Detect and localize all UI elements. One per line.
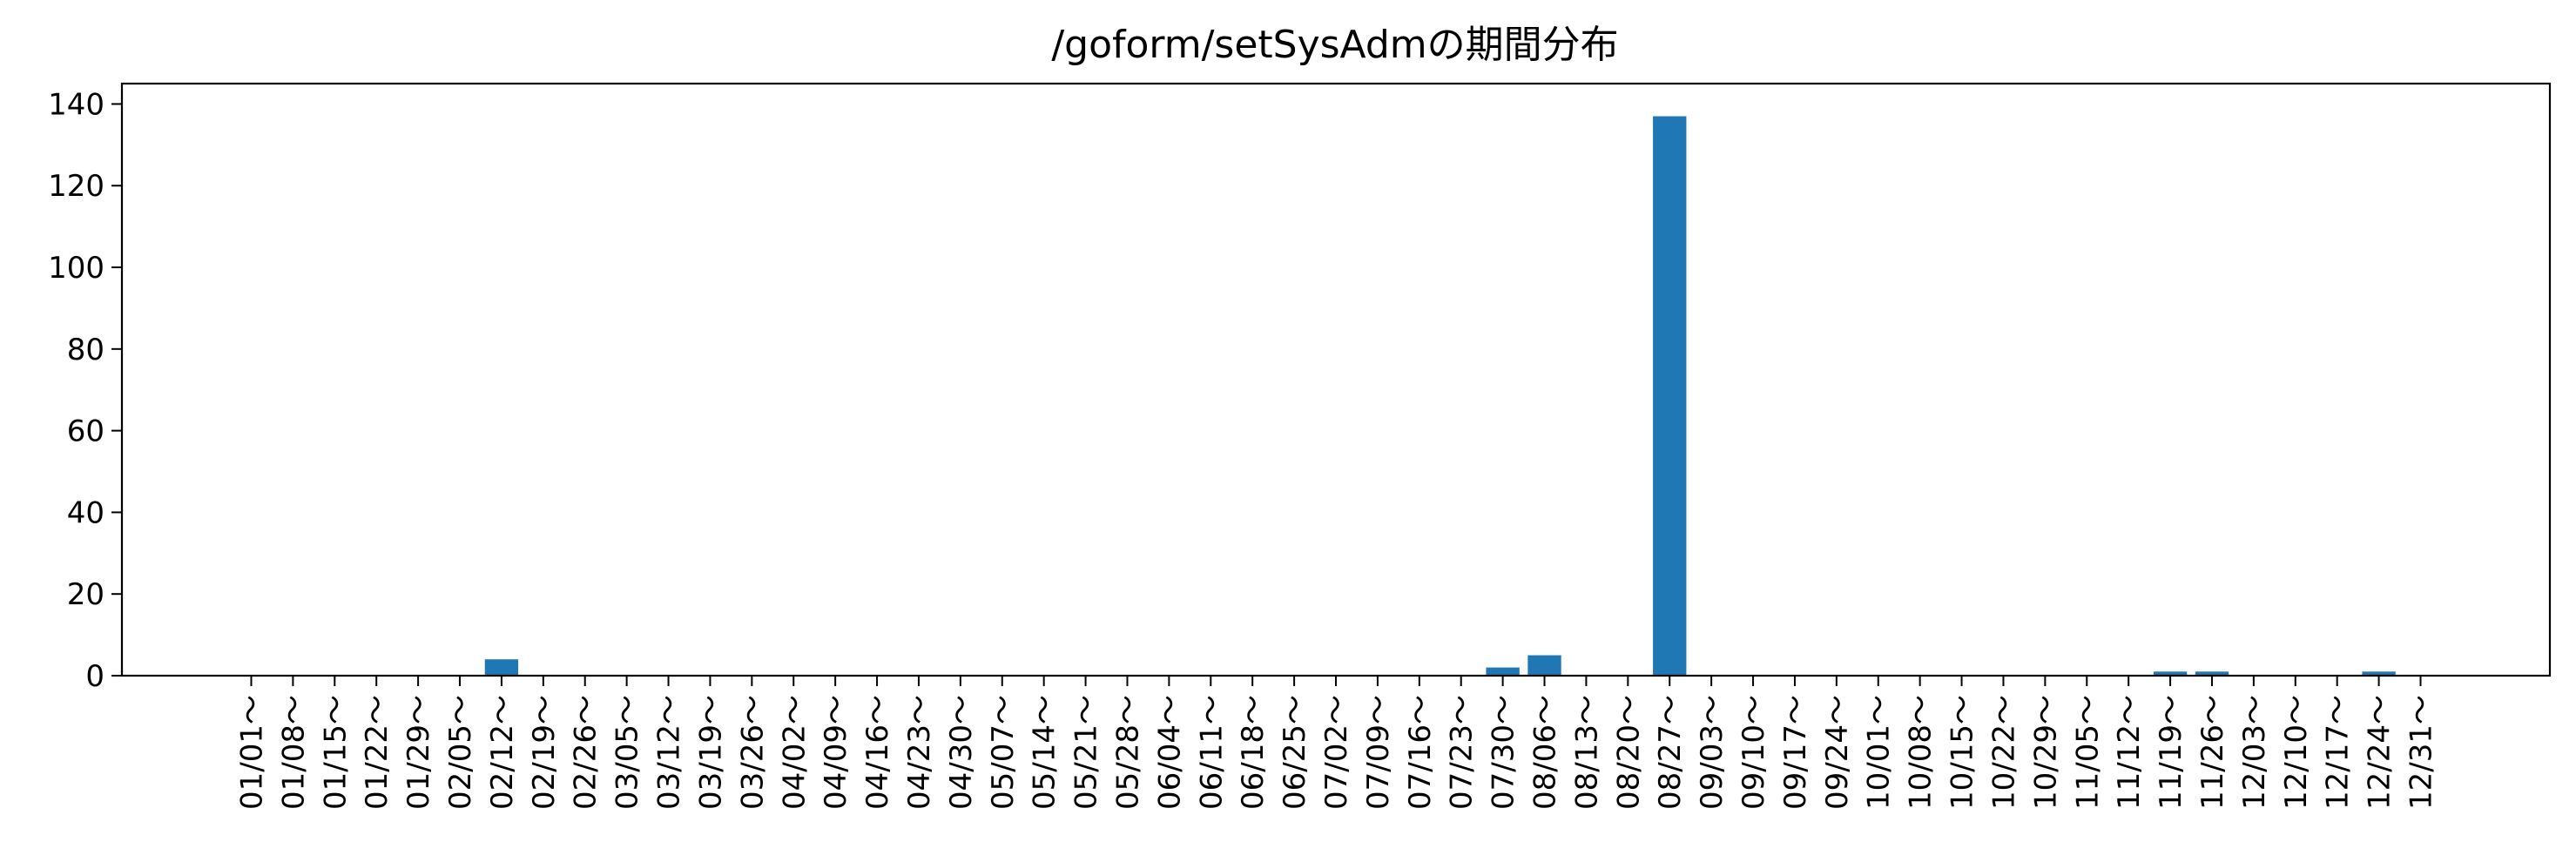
x-tick-label: 03/12～: [652, 695, 687, 810]
x-tick-label: 03/26～: [735, 695, 770, 810]
x-tick-label: 02/12～: [485, 695, 520, 810]
x-tick-label: 04/23～: [902, 695, 937, 810]
x-tick-label: 08/13～: [1569, 695, 1604, 810]
x-tick-label: 01/22～: [360, 695, 394, 810]
x-tick-label: 10/08～: [1904, 695, 1939, 810]
x-tick-label: 09/24～: [1820, 695, 1855, 810]
x-tick-label: 11/19～: [2154, 695, 2188, 810]
y-tick-label: 20: [67, 577, 105, 612]
y-tick-label: 140: [48, 87, 105, 122]
x-tick-label: 12/24～: [2363, 695, 2397, 810]
x-tick-label: 01/08～: [276, 695, 311, 810]
x-tick-label: 03/05～: [610, 695, 645, 810]
x-tick-label: 05/07～: [986, 695, 1021, 810]
x-tick-label: 07/30～: [1487, 695, 1521, 810]
x-tick-label: 08/27～: [1653, 695, 1688, 810]
x-tick-label: 09/10～: [1736, 695, 1771, 810]
x-tick-label: 09/03～: [1695, 695, 1730, 810]
bar-47: [2195, 671, 2229, 676]
y-tick-label: 80: [67, 333, 105, 367]
x-tick-label: 04/16～: [860, 695, 895, 810]
x-tick-label: 04/09～: [819, 695, 853, 810]
plot-frame: [120, 82, 2552, 677]
bar-46: [2153, 671, 2188, 676]
x-tick-label: 11/05～: [2070, 695, 2105, 810]
x-tick-label: 06/25～: [1278, 695, 1312, 810]
x-tick-label: 07/23～: [1445, 695, 1480, 810]
x-tick-label: 08/20～: [1611, 695, 1646, 810]
x-tick-label: 04/02～: [777, 695, 812, 810]
y-tick-label: 60: [67, 414, 105, 449]
bars-group: [484, 116, 2396, 677]
x-tick-label: 06/11～: [1194, 695, 1229, 810]
x-tick-label: 05/14～: [1028, 695, 1062, 810]
x-tick-label: 10/29～: [2028, 695, 2063, 810]
x-tick-label: 12/10～: [2279, 695, 2314, 810]
x-tick-label: 04/30～: [944, 695, 979, 810]
x-tick-label: 11/26～: [2195, 695, 2230, 810]
y-tick-label: 40: [67, 495, 105, 530]
x-tick-label: 02/19～: [527, 695, 562, 810]
bar-6: [484, 659, 519, 676]
y-tick-label: 120: [48, 169, 105, 204]
x-tick-label: 10/01～: [1862, 695, 1897, 810]
x-tick-label: 06/18～: [1236, 695, 1271, 810]
y-tick-label: 0: [85, 659, 105, 694]
x-axis: 01/01～ 01/08～ 01/15～ 01/22～ 01/29～ 02/05～ 02/1…: [235, 676, 2438, 810]
x-tick-label: 05/21～: [1069, 695, 1104, 810]
x-tick-label: 12/31～: [2404, 695, 2438, 810]
x-tick-label: 01/29～: [401, 695, 436, 810]
x-tick-label: 07/16～: [1403, 695, 1438, 810]
x-tick-label: 12/03～: [2237, 695, 2272, 810]
x-tick-label: 08/06～: [1528, 695, 1563, 810]
x-tick-label: 05/28～: [1110, 695, 1145, 810]
x-tick-label: 10/15～: [1945, 695, 1980, 810]
x-tick-label: 07/09～: [1361, 695, 1396, 810]
x-tick-label: 11/12～: [2112, 695, 2147, 810]
x-tick-label: 01/15～: [318, 695, 353, 810]
x-tick-label: 03/19～: [693, 695, 728, 810]
x-tick-label: 10/22～: [1986, 695, 2021, 810]
y-tick-label: 100: [48, 251, 105, 286]
bar-31: [1527, 655, 1561, 676]
x-tick-label: 09/17～: [1778, 695, 1813, 810]
x-tick-label: 12/17～: [2321, 695, 2356, 810]
x-tick-label: 01/01～: [235, 695, 270, 810]
bar-51: [2362, 671, 2396, 676]
x-tick-label: 07/02～: [1319, 695, 1354, 810]
x-tick-label: 02/05～: [443, 695, 478, 810]
bar-30: [1486, 667, 1520, 676]
x-tick-label: 02/26～: [569, 695, 604, 810]
chart-title: /goform/setSysAdmの期間分布: [1051, 23, 1618, 67]
x-tick-label: 06/04～: [1152, 695, 1187, 810]
bar-34: [1653, 116, 1687, 677]
y-axis: 0 20 40 60 80 100 120 140: [48, 87, 122, 694]
